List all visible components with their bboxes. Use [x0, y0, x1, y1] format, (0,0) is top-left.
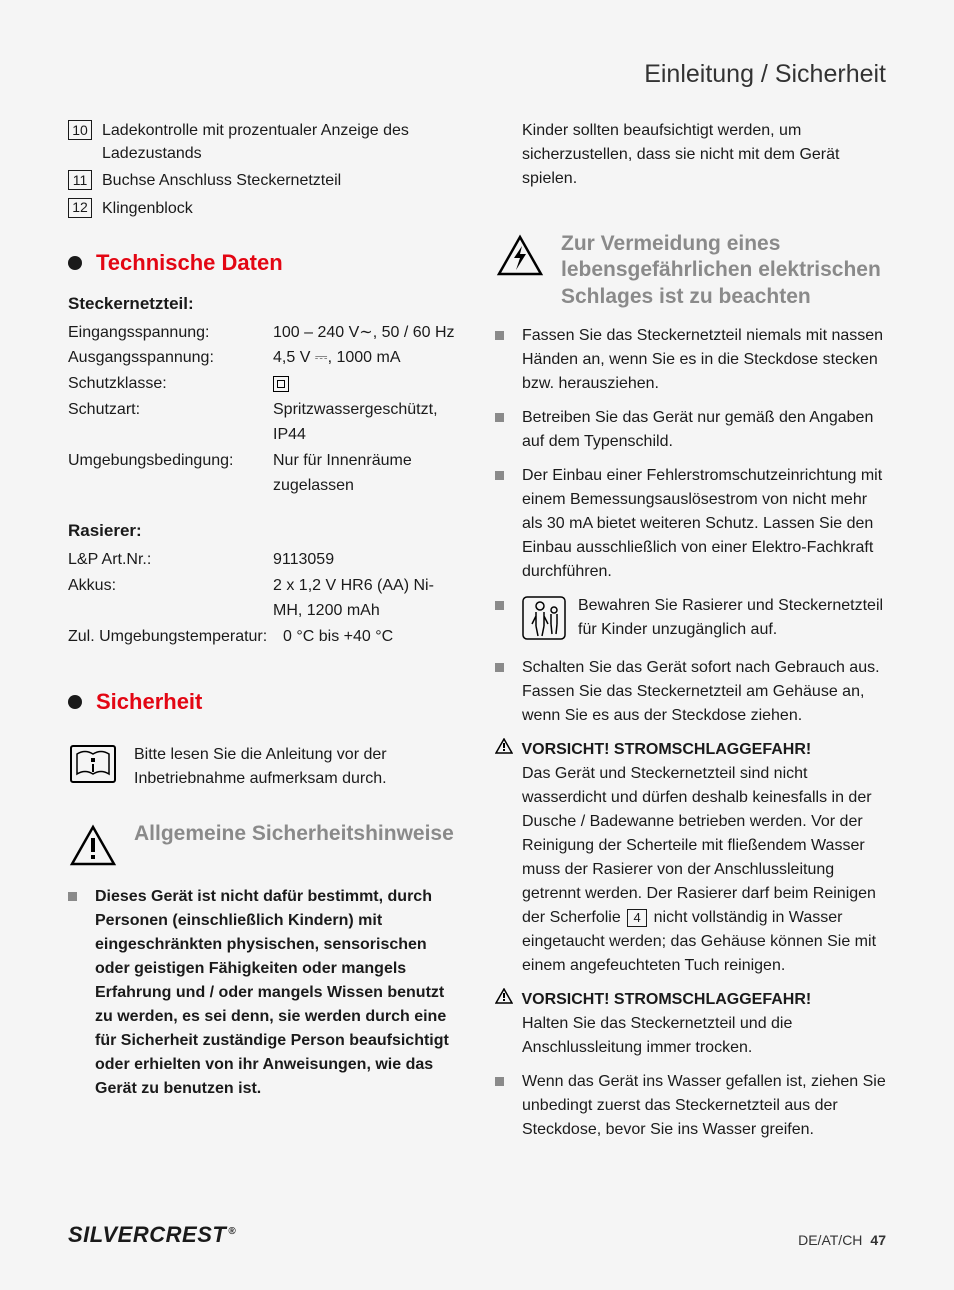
warning-triangle-icon [68, 821, 118, 871]
page-content: Einleitung / Sicherheit 10 Ladekontrolle… [0, 0, 954, 1202]
spec-value: 2 x 1,2 V HR6 (AA) Ni-MH, 1200 mAh [273, 573, 459, 624]
class2-icon [273, 376, 289, 392]
spec-label: Schutzart: [68, 397, 273, 448]
warning-block-1: VORSICHT! STROMSCHLAGGEFAHR! Das Gerät u… [495, 738, 886, 978]
spec-label: Schutzklasse: [68, 371, 273, 397]
bullet-square-icon [68, 892, 77, 901]
spec-row: Umgebungsbedingung:Nur für Innenräume zu… [68, 448, 459, 499]
spec-value: 4,5 V ⎓, 1000 mA [273, 345, 459, 371]
bullet-square-icon [495, 601, 504, 610]
warning-title: VORSICHT! STROMSCHLAGGEFAHR! [521, 991, 811, 1008]
warning-triangle-icon [495, 738, 513, 762]
two-column-layout: 10 Ladekontrolle mit prozentualer Anzeig… [68, 119, 886, 1152]
page-footer: SILVERCREST® DE/AT/CH47 [68, 1222, 886, 1248]
bullet-item: Der Einbau einer Fehlerstromschutzeinric… [495, 464, 886, 584]
spec-label: Ausgangsspannung: [68, 345, 273, 371]
warning-triangle-icon [495, 988, 513, 1012]
shock-warning-title: Zur Vermeidung eines lebensgefährlichen … [561, 231, 886, 310]
section-title: Sicherheit [96, 689, 202, 715]
spec-row: Eingangsspannung:100 – 240 V∼, 50 / 60 H… [68, 320, 459, 346]
section-heading: Sicherheit [68, 689, 459, 715]
read-manual-text: Bitte lesen Sie die Anleitung vor der In… [134, 739, 459, 791]
bullet-square-icon [495, 663, 504, 672]
spec-row: Zul. Umgebungstemperatur:0 °C bis +40 °C [68, 624, 459, 650]
bullet-item: Fassen Sie das Steckernetzteil niemals m… [495, 324, 886, 396]
list-item: 10 Ladekontrolle mit prozentualer Anzeig… [68, 119, 459, 165]
spec-label: Eingangsspannung: [68, 320, 273, 346]
general-safety-title: Allgemeine Sicherheitshinweise [134, 821, 454, 847]
spec-row: Schutzart:Spritzwassergeschützt, IP44 [68, 397, 459, 448]
reference-number: 4 [627, 909, 647, 927]
bullet-dot-icon [68, 256, 82, 270]
registered-icon: ® [228, 1226, 236, 1237]
bullet-item: Dieses Gerät ist nicht dafür bestimmt, d… [68, 885, 459, 1101]
header-title: Einleitung / Sicherheit [68, 60, 886, 89]
item-text: Klingenblock [102, 197, 193, 220]
bullet-text: Schalten Sie das Gerät sofort nach Gebra… [522, 656, 886, 728]
warning-text-pre: Das Gerät und Steckernetzteil sind nicht… [522, 765, 876, 926]
bullet-square-icon [495, 413, 504, 422]
section-title: Technische Daten [96, 250, 283, 276]
list-item: 11 Buchse Anschluss Steckernetzteil [68, 169, 459, 192]
item-number: 10 [68, 120, 92, 140]
read-manual-icon [68, 739, 118, 789]
item-text: Ladekontrolle mit prozentualer Anzeige d… [102, 119, 459, 165]
bullet-square-icon [495, 331, 504, 340]
bullet-item: Schalten Sie das Gerät sofort nach Gebra… [495, 656, 886, 728]
bullet-item: Wenn das Gerät ins Wasser gefallen ist, … [495, 1070, 886, 1142]
bullet-text: Wenn das Gerät ins Wasser gefallen ist, … [522, 1070, 886, 1142]
warning-block-2: VORSICHT! STROMSCHLAGGEFAHR! Halten Sie … [495, 988, 886, 1060]
spec-value: Spritzwassergeschützt, IP44 [273, 397, 459, 448]
page-number: DE/AT/CH47 [798, 1232, 886, 1248]
spec-value: 9113059 [273, 547, 459, 573]
spec-value: 0 °C bis +40 °C [283, 624, 459, 650]
child-safety-row: Bewahren Sie Rasierer und Steckernetztei… [522, 594, 886, 642]
warning-body: Das Gerät und Steckernetzteil sind nicht… [522, 762, 886, 978]
spec-label: Umgebungsbedingung: [68, 448, 273, 499]
warning-title: VORSICHT! STROMSCHLAGGEFAHR! [521, 741, 811, 758]
bullet-text: Fassen Sie das Steckernetzteil niemals m… [522, 324, 886, 396]
spec-row: Ausgangsspannung:4,5 V ⎓, 1000 mA [68, 345, 459, 371]
spec-value: 100 – 240 V∼, 50 / 60 Hz [273, 320, 459, 346]
bullet-dot-icon [68, 695, 82, 709]
shock-warning-block: Zur Vermeidung eines lebensgefährlichen … [495, 231, 886, 310]
warning-body: Halten Sie das Steckernetzteil und die A… [522, 1012, 886, 1060]
spec-label: L&P Art.Nr.: [68, 547, 273, 573]
item-number: 12 [68, 198, 92, 218]
item-number: 11 [68, 170, 92, 190]
read-manual-block: Bitte lesen Sie die Anleitung vor der In… [68, 739, 459, 791]
left-column: 10 Ladekontrolle mit prozentualer Anzeig… [68, 119, 459, 1152]
child-safety-text: Bewahren Sie Rasierer und Steckernetztei… [578, 594, 886, 642]
bullet-square-icon [495, 471, 504, 480]
bullet-square-icon [495, 1077, 504, 1086]
bullet-item: Betreiben Sie das Gerät nur gemäß den An… [495, 406, 886, 454]
bullet-item-child: Bewahren Sie Rasierer und Steckernetztei… [495, 594, 886, 642]
item-text: Buchse Anschluss Steckernetzteil [102, 169, 341, 192]
subheading: Rasierer: [68, 521, 459, 541]
right-column: Kinder sollten beaufsichtigt werden, um … [495, 119, 886, 1152]
spec-row: L&P Art.Nr.:9113059 [68, 547, 459, 573]
spec-value: Nur für Innenräume zugelassen [273, 448, 459, 499]
subheading: Steckernetzteil: [68, 294, 459, 314]
shock-warning-icon [495, 231, 545, 281]
spec-value [273, 371, 459, 397]
intro-paragraph: Kinder sollten beaufsichtigt werden, um … [522, 119, 886, 191]
spec-label: Akkus: [68, 573, 273, 624]
spec-label: Zul. Umgebungstemperatur: [68, 624, 283, 650]
numbered-list: 10 Ladekontrolle mit prozentualer Anzeig… [68, 119, 459, 220]
section-heading: Technische Daten [68, 250, 459, 276]
bullet-text: Dieses Gerät ist nicht dafür bestimmt, d… [95, 885, 459, 1101]
bullet-text: Betreiben Sie das Gerät nur gemäß den An… [522, 406, 886, 454]
bullet-text: Der Einbau einer Fehlerstromschutzeinric… [522, 464, 886, 584]
keep-from-children-icon [522, 596, 566, 640]
brand-logo: SILVERCREST® [68, 1222, 236, 1248]
spec-row: Schutzklasse: [68, 371, 459, 397]
spec-row: Akkus:2 x 1,2 V HR6 (AA) Ni-MH, 1200 mAh [68, 573, 459, 624]
list-item: 12 Klingenblock [68, 197, 459, 220]
general-safety-block: Allgemeine Sicherheitshinweise [68, 821, 459, 871]
